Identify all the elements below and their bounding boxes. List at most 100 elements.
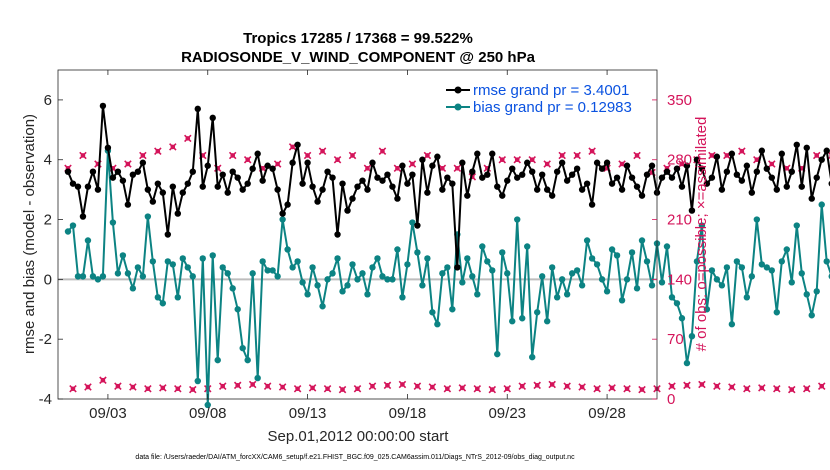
bias-point bbox=[334, 255, 341, 262]
bias-point bbox=[74, 273, 82, 280]
obs-low-marker bbox=[398, 380, 407, 389]
bias-point bbox=[409, 219, 416, 226]
bias-point bbox=[179, 255, 186, 262]
rmse-point bbox=[149, 198, 157, 205]
bias-point bbox=[628, 249, 636, 256]
rmse-point bbox=[454, 264, 461, 271]
rmse-point bbox=[169, 183, 177, 190]
bias-point bbox=[504, 270, 511, 277]
rmse-point bbox=[299, 180, 306, 187]
rmse-point bbox=[79, 213, 87, 220]
rmse-point bbox=[484, 171, 491, 178]
y-left-tick-label: -4 bbox=[39, 391, 52, 408]
rmse-point bbox=[808, 195, 815, 202]
rmse-point bbox=[104, 144, 112, 151]
bias-point bbox=[439, 270, 446, 277]
bias-point bbox=[529, 353, 536, 361]
rmse-point bbox=[99, 102, 107, 110]
rmse-point bbox=[708, 174, 716, 181]
bias-point bbox=[683, 359, 691, 367]
bias-point bbox=[698, 222, 706, 229]
obs-low-marker bbox=[413, 382, 422, 390]
bias-point bbox=[723, 264, 731, 271]
obs-low-marker bbox=[293, 384, 302, 393]
obs-possible-marker bbox=[423, 151, 432, 160]
bias-point bbox=[563, 291, 571, 298]
bias-point bbox=[169, 261, 177, 268]
rmse-point bbox=[274, 186, 281, 193]
obs-low-marker bbox=[473, 384, 482, 393]
rmse-point bbox=[464, 192, 471, 199]
obs-low-marker bbox=[563, 382, 571, 390]
y-left-tick-label: -2 bbox=[39, 331, 52, 348]
bias-point bbox=[314, 282, 321, 289]
rmse-point bbox=[384, 171, 391, 178]
obs-possible-marker bbox=[154, 147, 162, 155]
obs-possible-marker bbox=[318, 147, 327, 155]
rmse-point bbox=[499, 192, 506, 199]
rmse-point bbox=[678, 183, 686, 190]
rmse-point bbox=[199, 183, 206, 190]
bias-point bbox=[89, 273, 97, 280]
obs-possible-marker bbox=[273, 160, 282, 168]
rmse-point bbox=[818, 156, 825, 163]
y-left-tick-label: 6 bbox=[44, 92, 52, 109]
rmse-point bbox=[389, 183, 396, 190]
obs-low-marker bbox=[758, 384, 766, 392]
obs-low-marker bbox=[698, 380, 706, 389]
obs-possible-marker bbox=[588, 147, 596, 155]
rmse-point bbox=[339, 180, 346, 187]
bias-point bbox=[743, 294, 751, 301]
bias-point bbox=[534, 309, 541, 316]
bias-point bbox=[773, 309, 780, 316]
rmse-point bbox=[798, 183, 805, 190]
bias-point bbox=[663, 243, 671, 250]
rmse-point bbox=[593, 159, 601, 166]
rmse-point bbox=[608, 180, 616, 187]
obs-low-marker bbox=[263, 382, 272, 390]
bias-point bbox=[753, 216, 761, 223]
bias-point bbox=[209, 252, 216, 259]
bias-point bbox=[643, 258, 651, 265]
bias-point bbox=[479, 243, 486, 250]
obs-possible-marker bbox=[228, 151, 237, 160]
obs-low-marker bbox=[99, 376, 107, 384]
bias-point bbox=[538, 273, 546, 280]
bias-point bbox=[798, 270, 805, 277]
bias-point bbox=[583, 237, 591, 244]
bias-point bbox=[578, 282, 586, 289]
bias-point bbox=[369, 264, 376, 271]
rmse-point bbox=[244, 180, 251, 187]
bias-point bbox=[384, 276, 391, 283]
obs-low-marker bbox=[323, 384, 332, 393]
bias-point bbox=[688, 332, 696, 340]
bias-point bbox=[239, 344, 246, 352]
rmse-point bbox=[568, 171, 576, 178]
bias-point bbox=[164, 258, 172, 265]
rmse-point bbox=[698, 165, 706, 172]
rmse-point bbox=[603, 159, 611, 166]
rmse-point bbox=[124, 201, 132, 208]
rmse-point bbox=[404, 180, 411, 187]
rmse-point bbox=[733, 171, 741, 178]
bias-point bbox=[474, 291, 481, 298]
bias-point bbox=[419, 282, 426, 289]
bias-point bbox=[199, 255, 206, 262]
rmse-point bbox=[479, 174, 486, 181]
rmse-point bbox=[379, 177, 386, 184]
bias-point bbox=[703, 306, 711, 313]
obs-low-marker bbox=[488, 385, 497, 394]
bias-point bbox=[339, 288, 346, 295]
rmse-point bbox=[748, 189, 756, 196]
bias-point bbox=[354, 276, 361, 283]
bias-point bbox=[763, 264, 771, 271]
bias-point bbox=[149, 258, 157, 265]
data-file-footer: data file: /Users/raeder/DAI/ATM_forcXX/… bbox=[135, 454, 575, 461]
rmse-point bbox=[509, 165, 516, 172]
bias-point bbox=[279, 216, 286, 223]
bias-point bbox=[708, 267, 716, 274]
rmse-point bbox=[334, 231, 341, 238]
obs-possible-marker bbox=[303, 151, 312, 160]
obs-low-marker bbox=[802, 384, 811, 393]
obs-low-marker bbox=[174, 384, 182, 393]
